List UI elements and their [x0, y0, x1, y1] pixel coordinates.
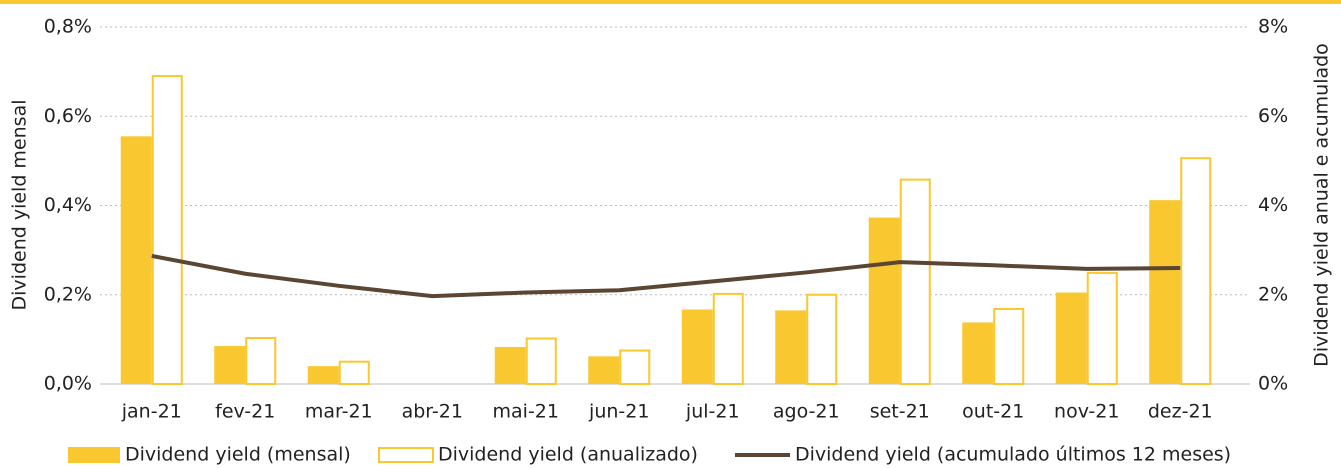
y2-tick-label: 0% — [1258, 373, 1288, 395]
bar — [1055, 292, 1087, 384]
y2-tick-label: 8% — [1258, 16, 1288, 38]
bar — [120, 136, 152, 384]
bar — [307, 366, 339, 384]
bar — [619, 349, 651, 385]
x-tick-label: jul-21 — [685, 401, 740, 423]
y2-tick-label: 6% — [1258, 105, 1288, 127]
y-tick-label: 0,8% — [44, 16, 92, 38]
bar — [1086, 271, 1118, 386]
y-axis-title: Dividend yield mensal — [9, 100, 31, 311]
legend-swatch — [378, 447, 434, 463]
bar — [775, 310, 807, 384]
y2-axis-title: Dividend yield anual e acumulado — [1311, 43, 1333, 367]
y2-tick-label: 4% — [1258, 194, 1288, 216]
legend-swatch — [68, 447, 120, 463]
bar — [806, 293, 838, 385]
bar — [214, 346, 246, 384]
y-tick-label: 0,6% — [44, 105, 92, 127]
bar — [151, 75, 183, 386]
bar — [338, 360, 370, 385]
x-tick-label: set-21 — [870, 401, 930, 423]
bar — [494, 346, 526, 384]
bar — [525, 337, 557, 386]
x-tick-label: mar-21 — [305, 401, 373, 423]
legend-label: Dividend yield (acumulado últimos 12 mes… — [795, 444, 1231, 466]
bar — [1180, 157, 1212, 385]
legend-label: Dividend yield (mensal) — [125, 444, 351, 466]
bar — [245, 337, 277, 386]
legend-label: Dividend yield (anualizado) — [438, 444, 698, 466]
bar — [588, 356, 620, 384]
x-tick-label: ago-21 — [773, 401, 840, 423]
x-tick-label: jan-21 — [121, 401, 182, 423]
line — [151, 253, 1181, 299]
bar — [681, 309, 713, 384]
bar — [962, 322, 994, 384]
x-tick-label: fev-21 — [215, 401, 275, 423]
x-tick-label: out-21 — [962, 401, 1024, 423]
top-border — [0, 0, 1341, 4]
x-tick-label: abr-21 — [402, 401, 463, 423]
x-tick-label: nov-21 — [1054, 401, 1119, 423]
y-tick-label: 0,4% — [44, 194, 92, 216]
bar — [1149, 200, 1181, 384]
y-tick-label: 0,0% — [44, 373, 92, 395]
x-tick-label: dez-21 — [1148, 401, 1213, 423]
bar — [712, 292, 744, 386]
y-tick-label: 0,2% — [44, 283, 92, 305]
x-tick-label: jun-21 — [588, 401, 649, 423]
x-tick-label: mai-21 — [493, 401, 559, 423]
bar — [993, 308, 1025, 385]
y2-tick-label: 2% — [1258, 283, 1288, 305]
bar — [899, 178, 931, 385]
bar — [868, 217, 900, 384]
